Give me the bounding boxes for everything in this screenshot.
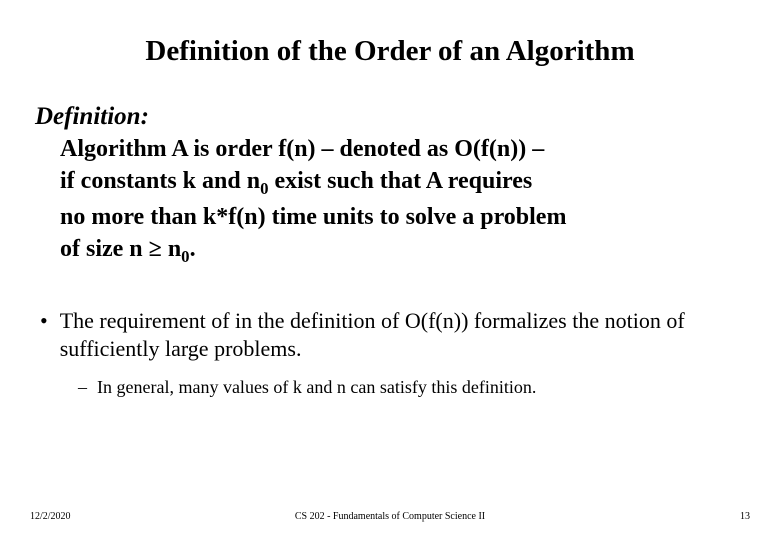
- definition-label: Definition:: [35, 103, 750, 131]
- definition-line-2: if constants k and n0 exist such that A …: [60, 165, 750, 200]
- bullet-item: • The requirement of in the definition o…: [40, 307, 730, 364]
- def-line4-sub: 0: [181, 247, 189, 266]
- definition-line-3: no more than k*f(n) time units to solve …: [60, 201, 750, 233]
- slide-title: Definition of the Order of an Algorithm: [30, 35, 750, 68]
- def-line4-post: .: [190, 236, 196, 262]
- bullet-block: • The requirement of in the definition o…: [40, 307, 730, 400]
- definition-line-1: Algorithm A is order f(n) – denoted as O…: [60, 133, 750, 165]
- slide-container: Definition of the Order of an Algorithm …: [0, 0, 780, 540]
- sub-bullet-item: – In general, many values of k and n can…: [78, 376, 730, 399]
- def-line2-post: exist such that A requires: [268, 168, 532, 194]
- bullet-marker: •: [40, 307, 48, 364]
- bullet-text: The requirement of in the definition of …: [60, 307, 730, 364]
- sub-bullet-text: In general, many values of k and n can s…: [97, 376, 536, 399]
- def-line4-pre: of size n ≥ n: [60, 236, 181, 262]
- footer-course: CS 202 - Fundamentals of Computer Scienc…: [270, 511, 510, 522]
- definition-body: Algorithm A is order f(n) – denoted as O…: [60, 133, 750, 269]
- def-line2-pre: if constants k and n: [60, 168, 260, 194]
- footer-page: 13: [510, 511, 750, 522]
- definition-line-4: of size n ≥ n0.: [60, 233, 750, 268]
- footer-date: 12/2/2020: [30, 511, 270, 522]
- sub-bullet-marker: –: [78, 376, 87, 399]
- definition-block: Definition: Algorithm A is order f(n) – …: [35, 103, 750, 269]
- footer: 12/2/2020 CS 202 - Fundamentals of Compu…: [0, 511, 780, 522]
